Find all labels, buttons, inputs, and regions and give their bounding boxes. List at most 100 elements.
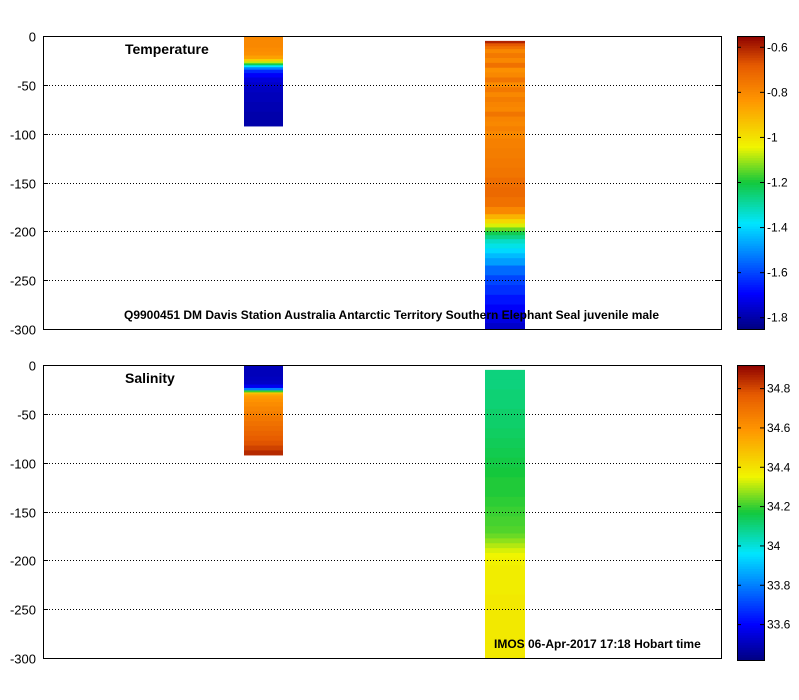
- colorbar-segment: [737, 311, 764, 315]
- colorbar-segment: [737, 613, 764, 617]
- colorbar-segment: [737, 620, 764, 624]
- profile-cell: [485, 248, 525, 254]
- colorbar-segment: [737, 53, 764, 57]
- colorbar-segment: [737, 394, 764, 398]
- colorbar-segment: [737, 367, 764, 371]
- y-tick-label: -250: [10, 603, 36, 618]
- temperature-colorbar: -0.6 -0.8 -1 -1.2 -1.4 -1.6 -1.8: [737, 36, 788, 330]
- profile-cell: [485, 158, 525, 169]
- colorbar-segment: [737, 578, 764, 582]
- colorbar-segment: [737, 637, 764, 641]
- colorbar-segment: [737, 263, 764, 267]
- colorbar-segment: [737, 512, 764, 516]
- colorbar-segment: [737, 324, 764, 328]
- colorbar-segment: [737, 463, 764, 467]
- colorbar-segment: [737, 97, 764, 101]
- profile-cell: [485, 227, 525, 232]
- profile-cell: [244, 376, 283, 382]
- profile-cell: [485, 584, 525, 596]
- colorbar-segment: [737, 133, 764, 137]
- profile-cell: [244, 87, 283, 93]
- colorbar-segment: [737, 460, 764, 464]
- colorbar-segment: [737, 211, 764, 215]
- colorbar-segment: [737, 372, 764, 376]
- y-tick-label: -150: [10, 177, 36, 192]
- colorbar-segment: [737, 150, 764, 154]
- profile-cell: [244, 396, 283, 400]
- colorbar-segment: [737, 170, 764, 174]
- colorbar-segment: [737, 104, 764, 108]
- colorbar-segment: [737, 396, 764, 401]
- profile-cell: [485, 496, 525, 508]
- colorbar-segment: [737, 424, 764, 428]
- colorbar-segment: [737, 297, 764, 301]
- colorbar-segment: [737, 143, 764, 147]
- colorbar-segment: [737, 67, 764, 71]
- colorbar-segment: [737, 601, 764, 605]
- profile-cell: [244, 121, 283, 127]
- profile-cell: [485, 101, 525, 108]
- colorbar-segment: [737, 277, 764, 281]
- profile-cell: [485, 438, 525, 449]
- colorbar-segment: [737, 588, 764, 592]
- colorbar-segment: [737, 596, 764, 600]
- colorbar-frame: [737, 365, 765, 661]
- colorbar-segment: [737, 231, 764, 235]
- colorbar-segment: [737, 404, 764, 408]
- colorbar-segment: [737, 544, 764, 548]
- colorbar-segment: [737, 426, 764, 430]
- profile-cell: [485, 428, 525, 439]
- profile-cell: [485, 231, 525, 236]
- colorbar-segment: [737, 497, 764, 501]
- profile-cell: [485, 187, 525, 198]
- colorbar-segment: [737, 136, 764, 140]
- colorbar-segment: [737, 180, 764, 184]
- profile-cell: [485, 457, 525, 469]
- colorbar-segment: [737, 384, 764, 388]
- profile-cell: [244, 101, 283, 108]
- colorbar-segment: [737, 228, 764, 232]
- colorbar-segment: [737, 248, 764, 252]
- colorbar-segment: [737, 292, 764, 296]
- colorbar-segment: [737, 549, 764, 553]
- colorbar-segment: [737, 571, 764, 575]
- colorbar-segment: [737, 569, 764, 573]
- colorbar-segment: [737, 483, 764, 487]
- colorbar-segment: [737, 610, 764, 614]
- colorbar-segment: [737, 392, 764, 396]
- temperature-panel: 0 -50 -100 -150 -200 -250 -300 Temperature Q99…: [10, 30, 788, 338]
- temperature-y-axis: 0 -50 -100 -150 -200 -250 -300: [10, 30, 721, 338]
- salinity-title: Salinity: [125, 370, 175, 386]
- y-tick-label: -50: [17, 79, 36, 94]
- colorbar-segment: [737, 160, 764, 164]
- colorbar-segment: [737, 204, 764, 208]
- profile-cell: [485, 379, 525, 391]
- colorbar-segment: [737, 321, 764, 325]
- profile-cell: [244, 39, 283, 45]
- y-tick-label: -50: [17, 408, 36, 423]
- profile-cell: [485, 197, 525, 208]
- colorbar-segment: [737, 507, 764, 511]
- colorbar-segment: [737, 473, 764, 477]
- colorbar-segment: [737, 224, 764, 228]
- colorbar-tick-label: 34: [767, 539, 781, 553]
- colorbar-segment: [737, 623, 764, 627]
- salinity-y-axis: 0 -50 -100 -150 -200 -250 -300: [10, 359, 721, 667]
- colorbar-segment: [737, 514, 764, 519]
- profile-cell: [485, 285, 525, 296]
- colorbar-segment: [737, 197, 764, 201]
- profile-cell: [485, 72, 525, 79]
- colorbar-segment: [737, 289, 764, 293]
- colorbar-segment: [737, 111, 764, 115]
- profile-cell: [244, 51, 283, 57]
- colorbar-segment: [737, 148, 764, 152]
- profile-cell: [244, 65, 283, 68]
- colorbar-segment: [737, 60, 764, 64]
- colorbar-segment: [737, 307, 764, 311]
- profile-cell: [244, 73, 283, 79]
- colorbar-segment: [737, 314, 764, 318]
- colorbar-segment: [737, 89, 764, 93]
- profile-cell: [485, 294, 525, 306]
- colorbar-segment: [737, 401, 764, 405]
